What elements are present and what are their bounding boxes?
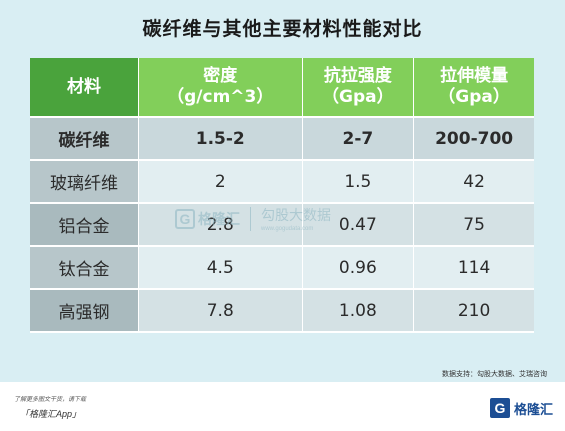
density-cell: 2 xyxy=(139,161,303,204)
header-material: 材料 xyxy=(30,58,139,118)
modulus-cell: 200-700 xyxy=(414,118,534,161)
strength-cell: 0.96 xyxy=(302,247,415,290)
header-tensile-modulus: 拉伸模量 （Gpa） xyxy=(414,58,534,118)
brand-g-icon: G xyxy=(489,398,510,418)
chart-title: 碳纤维与其他主要材料性能对比 xyxy=(142,18,423,40)
table-header-row: 材料 密度 （g/cm^3） 抗拉强度 （Gpa） 拉伸模量 （Gpa） xyxy=(30,58,534,118)
watermark: G 格隆汇 勾股大数据 www.gogudata.com xyxy=(175,205,331,232)
header-label: 材料 xyxy=(67,76,101,97)
brand-logo: G 格隆汇 xyxy=(489,398,553,418)
watermark-logo-icon: G xyxy=(175,208,195,229)
footer-app-name[interactable]: 「格隆汇App」 xyxy=(20,409,82,419)
footer-bar: 了解更多图文干货，请下载 「格隆汇App」 G 格隆汇 xyxy=(0,382,565,431)
table-row: 高强钢 7.8 1.08 210 xyxy=(30,290,534,333)
table-row: 碳纤维 1.5-2 2-7 200-700 xyxy=(30,118,534,161)
modulus-cell: 114 xyxy=(414,247,534,290)
strength-cell: 1.08 xyxy=(302,290,415,333)
header-label: 拉伸模量 xyxy=(440,66,509,86)
header-unit: （Gpa） xyxy=(322,87,394,107)
header-tensile-strength: 抗拉强度 （Gpa） xyxy=(302,58,415,118)
material-cell: 钛合金 xyxy=(30,247,139,290)
table-row: 铝合金 2.8 0.47 75 xyxy=(30,204,534,247)
material-cell: 玻璃纤维 xyxy=(30,161,139,204)
modulus-cell: 210 xyxy=(414,290,534,333)
data-source-note: 数据支持：勾股大数据、艾瑞咨询 xyxy=(442,371,547,378)
density-cell: 1.5-2 xyxy=(139,118,303,161)
header-label: 抗拉强度 xyxy=(323,66,392,86)
brand-name: 格隆汇 xyxy=(513,402,553,418)
watermark-url: www.gogudata.com xyxy=(261,226,314,232)
density-cell: 2.8 xyxy=(139,204,303,247)
material-cell: 铝合金 xyxy=(30,204,139,247)
footer-download-hint: 了解更多图文干货，请下载 xyxy=(14,397,87,403)
table-row: 钛合金 4.5 0.96 114 xyxy=(30,247,534,290)
header-density: 密度 （g/cm^3） xyxy=(139,58,303,118)
material-cell: 高强钢 xyxy=(30,290,139,333)
table-row: 玻璃纤维 2 1.5 42 xyxy=(30,161,534,204)
modulus-cell: 42 xyxy=(414,161,534,204)
watermark-name: 格隆汇 xyxy=(198,210,240,227)
header-label: 密度 xyxy=(203,66,238,86)
strength-cell: 1.5 xyxy=(302,161,415,204)
header-unit: （g/cm^3） xyxy=(167,87,274,107)
strength-cell: 0.47 xyxy=(302,204,415,247)
density-cell: 7.8 xyxy=(139,290,303,333)
watermark-divider xyxy=(250,206,251,231)
comparison-table: 材料 密度 （g/cm^3） 抗拉强度 （Gpa） 拉伸模量 （Gpa） 碳纤维… xyxy=(30,58,534,333)
watermark-brand: 勾股大数据 xyxy=(261,207,331,223)
density-cell: 4.5 xyxy=(139,247,303,290)
strength-cell: 2-7 xyxy=(302,118,415,161)
material-cell: 碳纤维 xyxy=(30,118,139,161)
header-unit: （Gpa） xyxy=(438,87,510,107)
modulus-cell: 75 xyxy=(414,204,534,247)
